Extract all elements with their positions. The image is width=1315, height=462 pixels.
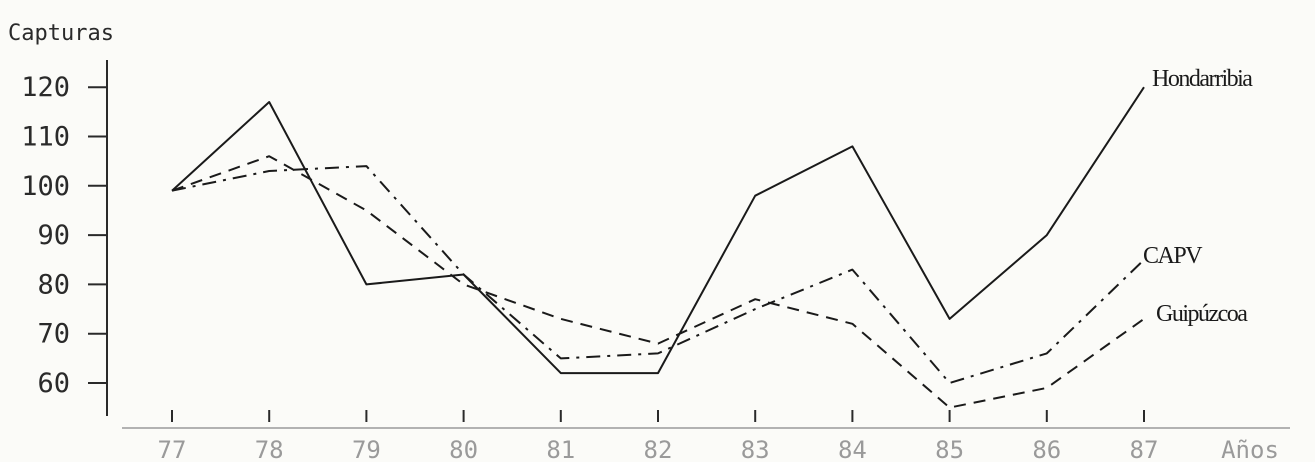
series-line-hondarribia <box>171 86 1145 375</box>
y-tick-label: 120 <box>21 72 70 103</box>
y-tick-label: 110 <box>21 122 70 153</box>
y-tick-label: 60 <box>37 368 70 399</box>
x-tick-label: 82 <box>644 436 673 462</box>
x-tick-label: 80 <box>449 436 478 462</box>
x-tick-label: 87 <box>1130 436 1159 462</box>
y-tick-label: 100 <box>21 171 70 202</box>
series-label: Hondarribia <box>1152 66 1253 92</box>
x-tick-label: 77 <box>158 436 187 462</box>
y-tick-label: 70 <box>37 319 70 350</box>
x-tick-label: 86 <box>1032 436 1061 462</box>
y-axis-title: Capturas <box>8 21 114 46</box>
series-line-guip-zcoa <box>171 155 1145 409</box>
x-tick-label: 81 <box>546 436 575 462</box>
x-tick-label: 78 <box>255 436 284 462</box>
x-axis-title: Años <box>1221 436 1279 462</box>
series-label: Guipúzcoa <box>1156 301 1248 327</box>
y-tick-label: 90 <box>37 220 70 251</box>
x-tick-label: 79 <box>352 436 381 462</box>
x-tick-label: 85 <box>935 436 964 462</box>
series-line-capv <box>171 165 1145 384</box>
series-label: CAPV <box>1143 243 1203 269</box>
x-tick-label: 83 <box>741 436 770 462</box>
y-tick-label: 80 <box>37 269 70 300</box>
x-tick-label: 84 <box>838 436 867 462</box>
